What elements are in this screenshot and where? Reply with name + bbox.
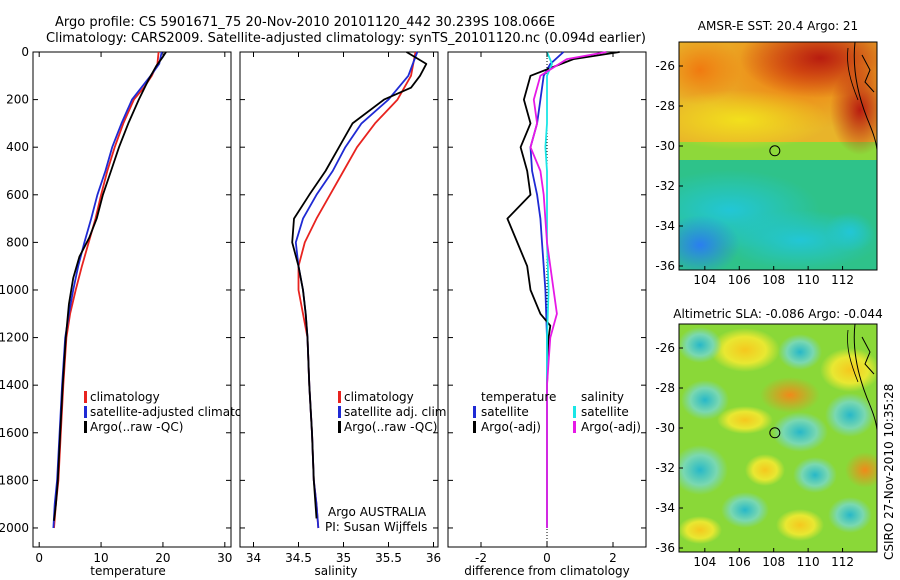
sla-map-title: Altimetric SLA: -0.086 Argo: -0.044 [673,307,882,321]
argo-australia-note: Argo AUSTRALIA [328,505,427,519]
x-tick-label: -2 [475,551,487,565]
lon-tick-label: 106 [728,273,751,287]
legend-label-temp-argo: Argo(-adj) [481,420,541,434]
salinity-x-label: salinity [314,564,357,578]
lat-tick-label: -28 [655,99,675,113]
x-tick-label: 10 [93,551,108,565]
legend-label-climatology: climatology [344,390,414,404]
legend-header-temperature: temperature [481,390,556,404]
legend-label-argo: Argo(..raw -QC) [344,420,437,434]
sst-heatmap [679,42,877,270]
legend-swatch-climatology [84,391,87,403]
difference-legend: temperature salinity satellite Argo(-adj… [473,390,641,434]
sst-map-frame [678,41,878,271]
sst-map-title: AMSR-E SST: 20.4 Argo: 21 [698,19,858,33]
temperature-plot-frame [32,51,232,548]
x-tick-label: 30 [217,551,232,565]
argo-position-marker [769,427,781,439]
legend-swatch-argo [338,421,341,433]
lat-tick-label: -28 [655,381,675,395]
argo-position-marker [769,145,781,157]
salinity-profile-panel: 34 34.5 35 35.5 36 salinity climatology sate… [239,51,450,578]
lon-tick-label: 110 [797,273,820,287]
x-tick-label: 20 [155,551,170,565]
lon-tick-label: 112 [831,555,854,569]
sla-map-frame [678,323,878,553]
y-tick-label: 1000 [0,283,29,297]
lon-tick-label: 112 [831,273,854,287]
pi-note: PI: Susan Wijffels [325,520,427,534]
x-tick-label: 35.5 [375,551,402,565]
salinity-plot-frame [239,51,439,548]
lon-tick-label: 110 [797,555,820,569]
y-tick-label: 1600 [0,426,29,440]
lon-tick-label: 108 [762,555,785,569]
y-tick-label: 400 [6,140,29,154]
series-line-argo-adj- [529,51,607,528]
x-tick-label: 0 [35,551,43,565]
x-tick-label: 36 [426,551,441,565]
series-line-argo-raw-qc- [291,51,428,519]
lat-tick-label: -32 [655,179,675,193]
lat-tick-label: -32 [655,461,675,475]
sla-map-panel: Altimetric SLA: -0.086 Argo: -0.044 [655,307,882,569]
y-tick-label: 1800 [0,473,29,487]
y-tick-label: 600 [6,188,29,202]
x-tick-label: 2 [609,551,617,565]
legend-swatch-temp-argo [473,421,476,433]
y-tick-label: 200 [6,93,29,107]
legend-label-temp-satellite: satellite [481,405,529,419]
lat-tick-label: -34 [655,501,675,515]
lat-tick-label: -30 [655,139,675,153]
y-tick-label: 1200 [0,331,29,345]
y-tick-label: 2000 [0,521,29,535]
legend-label-sal-argo: Argo(-adj) [581,420,641,434]
lat-tick-label: -36 [655,541,675,555]
x-tick-label: 35 [336,551,351,565]
figure-title-line2: Climatology: CARS2009. Satellite-adjuste… [46,31,646,46]
series-line-argo-raw-qc- [53,51,167,521]
y-tick-label: 800 [6,235,29,249]
legend-label-satellite-adjusted: satellite-adjusted climatology [90,405,268,419]
legend-swatch-argo [84,421,87,433]
lat-tick-label: -36 [655,259,675,273]
temperature-x-label: temperature [90,564,165,578]
legend-label-sal-satellite: satellite [581,405,629,419]
legend-label-argo: Argo(..raw -QC) [90,420,183,434]
legend-swatch-satellite-adj [338,406,341,418]
salinity-legend: climatology satellite adj. clim. Argo(..… [338,390,450,434]
sst-map-panel: AMSR-E SST: 20.4 Argo: 21 104 106 108 110 11… [655,19,878,287]
legend-swatch-temp-satellite [473,406,476,418]
csiro-timestamp: CSIRO 27-Nov-2010 10:35:28 [882,384,896,560]
y-tick-label: 1400 [0,378,29,392]
legend-swatch-satellite-adjusted [84,406,87,418]
legend-header-salinity: salinity [581,390,624,404]
legend-label-climatology: climatology [90,390,160,404]
x-tick-label: 0 [543,551,551,565]
sla-heatmap [679,324,877,552]
legend-swatch-climatology [338,391,341,403]
legend-swatch-sal-argo [573,421,576,433]
lat-tick-label: -26 [655,59,675,73]
lon-tick-label: 104 [693,273,716,287]
difference-profile-panel: -2 0 2 difference from climatology tempera… [447,51,647,578]
legend-swatch-sal-satellite [573,406,576,418]
x-tick-label: 34.5 [285,551,312,565]
legend-label-satellite-adj: satellite adj. clim. [344,405,450,419]
y-tick-label: 0 [21,45,29,59]
figure-title-line1: Argo profile: CS 5901671_75 20-Nov-2010 … [55,15,555,30]
lon-tick-label: 108 [762,273,785,287]
lon-tick-label: 106 [728,555,751,569]
difference-x-label: difference from climatology [464,564,630,578]
x-tick-label: 34 [246,551,261,565]
lat-tick-label: -34 [655,219,675,233]
lon-tick-label: 104 [693,555,716,569]
temperature-legend: climatology satellite-adjusted climatolo… [84,390,268,434]
lat-tick-label: -26 [655,341,675,355]
lat-tick-label: -30 [655,421,675,435]
temperature-profile-panel: 0 10 20 30 0 200 400 600 800 1000 1200 1400 1600 1800… [0,45,268,578]
